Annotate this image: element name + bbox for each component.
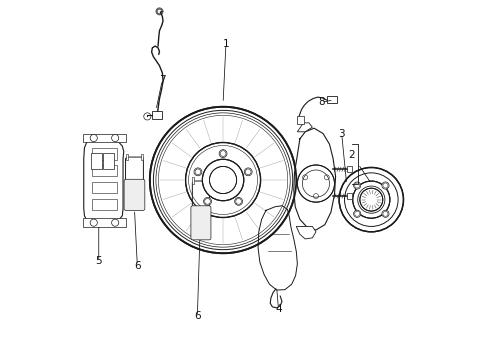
Bar: [152, 111, 162, 118]
Polygon shape: [83, 139, 123, 224]
Bar: [91, 148, 117, 159]
Bar: [91, 165, 117, 176]
Circle shape: [203, 197, 211, 205]
Polygon shape: [192, 181, 209, 238]
Text: 8: 8: [317, 97, 324, 107]
Circle shape: [353, 182, 360, 189]
Text: 6: 6: [194, 311, 200, 321]
Circle shape: [202, 159, 244, 201]
Bar: [83, 218, 125, 227]
Circle shape: [90, 219, 97, 226]
Text: 5: 5: [95, 256, 102, 266]
Text: 2: 2: [347, 150, 354, 160]
Circle shape: [352, 181, 389, 218]
Circle shape: [149, 107, 296, 253]
Circle shape: [234, 197, 242, 205]
Polygon shape: [296, 226, 315, 239]
Circle shape: [209, 166, 236, 194]
Circle shape: [353, 210, 360, 217]
Circle shape: [339, 167, 403, 232]
Bar: [206, 177, 208, 184]
Text: 6: 6: [134, 261, 141, 271]
Text: 7: 7: [159, 75, 165, 85]
Bar: [103, 153, 114, 169]
Circle shape: [185, 143, 260, 217]
Polygon shape: [125, 157, 143, 208]
FancyBboxPatch shape: [124, 179, 144, 210]
Bar: [326, 96, 336, 103]
Circle shape: [219, 150, 226, 157]
Circle shape: [359, 188, 382, 211]
Bar: [297, 116, 303, 123]
Text: 1: 1: [222, 39, 229, 49]
Circle shape: [111, 134, 119, 141]
Bar: [346, 166, 351, 172]
Circle shape: [194, 168, 202, 176]
Polygon shape: [293, 128, 335, 230]
Text: 4: 4: [275, 303, 281, 314]
Circle shape: [381, 210, 388, 217]
Circle shape: [244, 168, 252, 176]
Polygon shape: [297, 123, 312, 132]
Circle shape: [381, 182, 388, 189]
Bar: [192, 177, 194, 184]
Bar: [346, 193, 351, 199]
Circle shape: [297, 165, 334, 202]
Polygon shape: [258, 206, 297, 290]
FancyBboxPatch shape: [190, 206, 210, 240]
Bar: [141, 154, 142, 159]
Circle shape: [90, 134, 97, 141]
Circle shape: [111, 219, 119, 226]
Bar: [91, 182, 117, 193]
Bar: [125, 154, 127, 159]
Bar: [83, 134, 125, 143]
Text: 3: 3: [338, 129, 344, 139]
Bar: [91, 199, 117, 210]
Bar: [91, 153, 102, 169]
